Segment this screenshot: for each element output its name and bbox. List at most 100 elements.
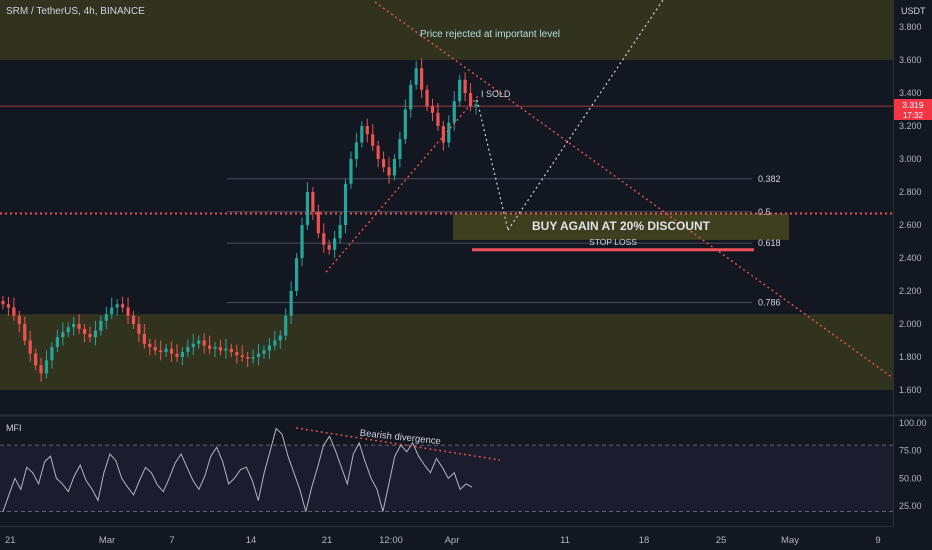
candle-body (66, 327, 70, 333)
candle-body (447, 122, 451, 143)
candle-body (99, 320, 103, 331)
candle-body (121, 304, 125, 308)
candle-body (267, 345, 272, 351)
rising-wedge-line[interactable] (325, 95, 479, 273)
candle-body (23, 324, 27, 341)
buy-zone (453, 213, 789, 240)
price-tick: 3.000 (899, 154, 922, 164)
candle-body (278, 335, 282, 341)
price-tick: 3.400 (899, 88, 922, 98)
price-tick: 2.000 (899, 319, 922, 329)
mfi-tick: 75.00 (899, 446, 922, 456)
candle-body (371, 134, 375, 146)
annotation-sold: I SOLD (481, 89, 511, 99)
candle-body (316, 211, 320, 234)
price-axis[interactable]: 3.800 3.600 3.400 3.200 3.000 2.800 2.600 2.400… (899, 22, 922, 395)
candle-body (50, 347, 54, 361)
candle-body (218, 347, 223, 351)
mfi-axis[interactable]: 100.00 75.00 50.00 25.00 (899, 418, 927, 511)
annotation-top-zone: Price rejected at important level (420, 29, 560, 40)
fib-label-0.5: 0.5 (758, 207, 771, 217)
candle-body (262, 350, 266, 354)
time-tick: Mar (99, 535, 115, 546)
time-tick: 9 (875, 535, 880, 546)
currency-label: USDT (901, 6, 926, 16)
candle-body (246, 357, 250, 359)
candle-body (425, 89, 429, 107)
candle-body (452, 101, 456, 123)
candle-body (441, 126, 445, 143)
candle-body (387, 167, 391, 176)
candle-body (77, 324, 81, 329)
candle-body (474, 104, 478, 107)
candle-body (284, 315, 288, 336)
mfi-pane[interactable] (0, 417, 893, 526)
candle-body (186, 347, 190, 353)
time-tick: 12:00 (379, 535, 403, 546)
candle-body (137, 324, 141, 334)
candle-body (6, 304, 11, 308)
candle-body (354, 142, 358, 159)
candle-body (115, 304, 119, 308)
symbol-title: SRM / TetherUS, 4h, BINANCE (6, 6, 145, 17)
candle-body (398, 139, 402, 159)
candle-body (82, 328, 87, 334)
candle-body (88, 333, 92, 338)
candle-body (39, 365, 43, 374)
projection-down[interactable] (476, 99, 509, 231)
time-tick: May (781, 535, 799, 546)
candle-body (240, 355, 244, 357)
candles (1, 58, 478, 382)
time-tick: 21 (5, 535, 16, 546)
mfi-label: MFI (6, 423, 22, 433)
candle-body (229, 348, 233, 353)
price-tick: 2.200 (899, 286, 922, 296)
candle-body (148, 343, 152, 348)
fib-label-0.382: 0.382 (758, 174, 781, 184)
candle-body (235, 352, 239, 356)
descending-trendline[interactable] (374, 1, 894, 379)
candle-body (251, 357, 255, 359)
time-tick: 14 (246, 535, 257, 546)
candle-body (93, 330, 98, 338)
mfi-tick: 25.00 (899, 501, 922, 511)
candle-body (376, 145, 380, 159)
candle-body (458, 79, 462, 102)
mfi-band (0, 445, 893, 512)
candle-body (17, 315, 21, 324)
time-tick: 18 (639, 535, 650, 546)
candle-body (420, 68, 424, 90)
projection-up[interactable] (507, 0, 664, 231)
candle-body (126, 307, 130, 316)
candle-body (436, 112, 440, 126)
price-tick: 1.800 (899, 352, 922, 362)
candle-body (333, 238, 337, 250)
price-tick: 3.600 (899, 55, 922, 65)
candle-body (305, 192, 310, 225)
annotation-buy: BUY AGAIN AT 20% DISCOUNT (532, 219, 711, 233)
candle-body (159, 350, 163, 353)
candle-body (110, 307, 114, 315)
price-badge-countdown: 17:32 (903, 111, 924, 120)
candle-body (224, 348, 228, 351)
candle-body (175, 353, 179, 357)
time-axis[interactable]: 21 Mar 7 14 21 12:00 Apr 11 18 25 May 9 (5, 535, 881, 546)
candle-body (61, 332, 65, 338)
candle-body (289, 291, 293, 316)
candle-body (360, 126, 364, 143)
candle-body (104, 314, 108, 321)
candle-body (44, 360, 49, 374)
candle-body (256, 353, 261, 357)
candle-body (300, 225, 304, 258)
candle-body (392, 159, 397, 176)
candle-body (311, 192, 315, 212)
mfi-line (2, 427, 473, 512)
candle-body (409, 84, 413, 110)
candle-body (72, 324, 76, 328)
price-tick: 1.600 (899, 385, 922, 395)
candle-body (349, 159, 353, 184)
time-tick: 7 (169, 535, 174, 546)
mfi-tick: 50.00 (899, 473, 922, 483)
mfi-tick: 100.00 (899, 418, 927, 428)
